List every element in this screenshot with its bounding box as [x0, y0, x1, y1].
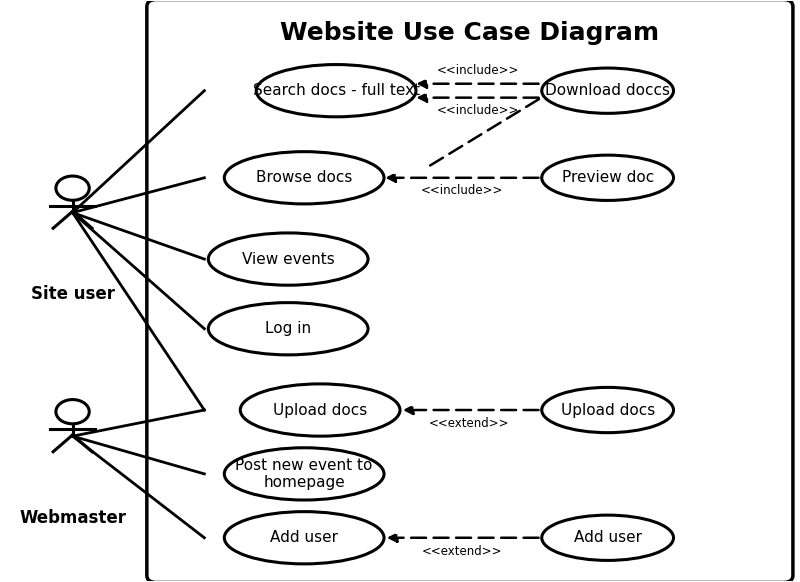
Text: <<extend>>: <<extend>>: [429, 417, 509, 430]
Ellipse shape: [542, 155, 674, 200]
Text: Upload docs: Upload docs: [561, 403, 654, 417]
Ellipse shape: [240, 384, 400, 436]
FancyBboxPatch shape: [147, 0, 793, 582]
Text: Add user: Add user: [270, 530, 338, 545]
Text: <<include>>: <<include>>: [436, 104, 518, 117]
Ellipse shape: [224, 152, 384, 204]
Ellipse shape: [542, 68, 674, 113]
Text: Download doccs: Download doccs: [545, 83, 670, 98]
Text: Preview doc: Preview doc: [562, 171, 654, 185]
Text: <<include>>: <<include>>: [420, 184, 502, 197]
Text: Log in: Log in: [265, 321, 311, 336]
Text: <<extend>>: <<extend>>: [422, 545, 502, 558]
Text: Browse docs: Browse docs: [256, 171, 352, 185]
Ellipse shape: [542, 515, 674, 560]
Text: Upload docs: Upload docs: [273, 403, 367, 417]
Ellipse shape: [208, 233, 368, 285]
Text: Website Use Case Diagram: Website Use Case Diagram: [280, 20, 659, 45]
Ellipse shape: [224, 448, 384, 500]
Text: Add user: Add user: [574, 530, 642, 545]
Text: Post new event to
homepage: Post new event to homepage: [235, 457, 373, 490]
Ellipse shape: [208, 303, 368, 355]
Ellipse shape: [542, 388, 674, 432]
Text: Site user: Site user: [30, 285, 114, 303]
Ellipse shape: [256, 65, 416, 117]
Text: View events: View events: [242, 251, 334, 267]
Text: Webmaster: Webmaster: [19, 509, 126, 527]
Text: <<include>>: <<include>>: [436, 65, 518, 77]
Ellipse shape: [224, 512, 384, 564]
Text: Search docs - full text: Search docs - full text: [253, 83, 420, 98]
